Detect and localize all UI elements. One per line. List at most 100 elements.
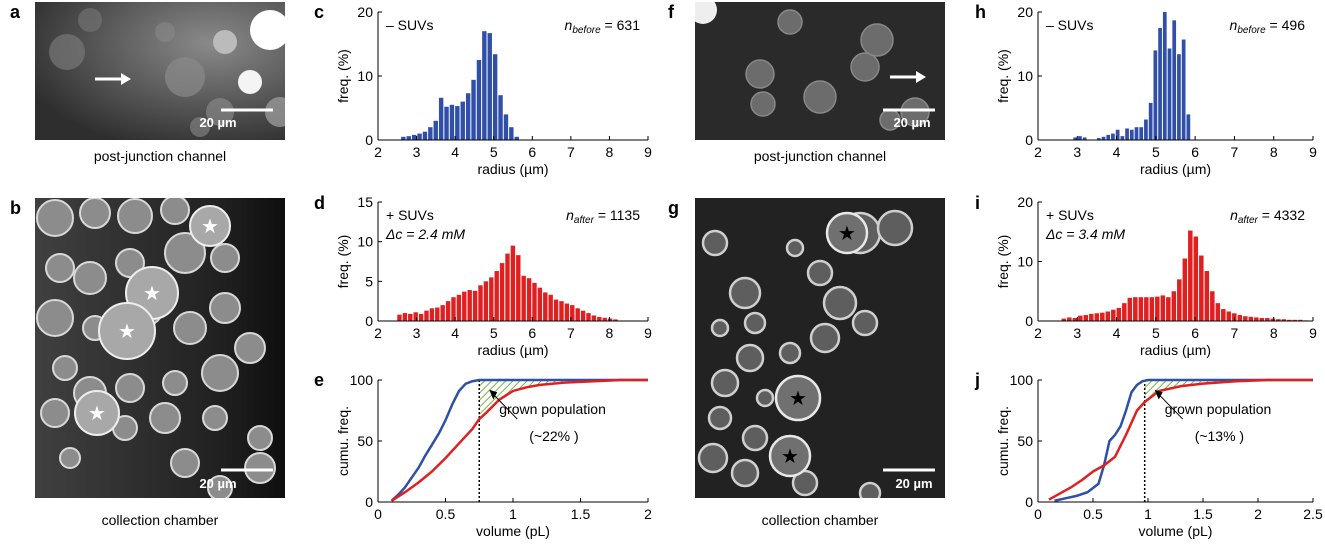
chart-d: 2 3 4 5 6 7 8 9 0 5 10 15 radius (µm) freq. (%) + SUVs…	[335, 194, 652, 358]
bar-d-40	[613, 319, 618, 321]
bar-i-3	[1078, 315, 1083, 321]
bar-i-0	[1061, 318, 1067, 321]
caption-f: post-junction channel	[753, 148, 887, 164]
annot-left-d: + SUVs	[386, 207, 434, 223]
chart-j: grown population (~13% ) 0 0.5 1 1.5 2 2.5 0 50 10…	[995, 372, 1323, 539]
bar-d-35	[586, 313, 591, 321]
y-tick-label-e-2: 100	[350, 372, 374, 388]
micrograph-a	[35, 2, 285, 140]
series-line-j-0	[1054, 378, 1313, 503]
x-tick-label-c-6: 8	[606, 144, 614, 160]
micrograph-f	[695, 2, 945, 140]
sample-count-h: nbefore = 496	[1230, 17, 1306, 36]
x-tick-label-d-7: 9	[644, 325, 652, 341]
svg-text:★: ★	[88, 403, 106, 425]
bar-c-3	[417, 133, 422, 140]
bar-c-7	[438, 97, 444, 140]
x-tick-label-d-2: 4	[451, 325, 459, 341]
bar-h-12	[1139, 127, 1144, 140]
grown-region-e	[479, 380, 648, 420]
bar-i-9	[1111, 309, 1116, 321]
bar-h-11	[1134, 127, 1139, 140]
bar-c-18	[498, 95, 503, 140]
panel-label-i: i	[975, 193, 981, 213]
y-tick-label-i-0: 0	[1025, 313, 1033, 329]
bar-d-23	[521, 275, 526, 321]
bar-i-19	[1166, 297, 1171, 321]
x-tick-label-c-0: 2	[374, 144, 382, 160]
bar-h-3	[1096, 138, 1101, 140]
scale-bar-label-a: 20 µm	[199, 115, 237, 130]
bar-i-14	[1138, 297, 1144, 321]
bar-h-16	[1158, 28, 1162, 140]
annotation2-e: (~22% )	[529, 428, 578, 444]
bar-c-1	[406, 136, 411, 140]
bar-i-43	[1298, 319, 1303, 321]
x-tick-label-i-1: 3	[1073, 325, 1081, 341]
bar-i-40	[1281, 319, 1287, 321]
bar-d-22	[516, 255, 521, 321]
bar-c-19	[503, 114, 509, 140]
x-tick-label-j-5: 2.5	[1303, 506, 1323, 522]
bar-d-8	[440, 305, 445, 321]
bar-h-17	[1162, 12, 1167, 140]
bar-h-20	[1177, 54, 1181, 140]
bar-d-9	[445, 301, 451, 321]
y-tick-label-i-1: 10	[1017, 254, 1033, 270]
x-tick-label-h-7: 9	[1309, 144, 1317, 160]
y-axis-label-d: freq. (%)	[335, 235, 351, 289]
bar-i-38	[1270, 318, 1276, 321]
y-tick-label-e-1: 50	[357, 433, 373, 449]
bar-i-34	[1248, 316, 1254, 321]
annot-left2-i: Δc = 3.4 mM	[1045, 226, 1125, 242]
bar-c-14	[476, 60, 482, 140]
x-tick-label-h-2: 4	[1113, 144, 1121, 160]
bar-c-4	[422, 131, 428, 140]
bar-d-14	[472, 290, 478, 321]
bar-d-38	[602, 317, 607, 321]
bar-i-26	[1204, 271, 1210, 321]
annotation-j: grown population	[1165, 401, 1272, 417]
x-axis-label-c: radius (µm)	[477, 161, 548, 177]
chart-c: 2 3 4 5 6 7 8 9 0 10 20 radius (µm) freq. (%) – SUVs n…	[335, 4, 652, 177]
bar-i-5	[1089, 313, 1094, 321]
bar-d-32	[570, 305, 575, 321]
x-tick-label-c-7: 9	[644, 144, 652, 160]
x-axis-label-h: radius (µm)	[1140, 161, 1211, 177]
y-tick-label-i-2: 20	[1017, 194, 1033, 210]
x-axis-label-j: volume (pL)	[1139, 523, 1213, 539]
bar-h-6	[1111, 133, 1115, 140]
bar-d-16	[483, 281, 489, 321]
svg-text:★: ★	[118, 321, 136, 343]
bar-c-13	[471, 79, 476, 140]
bar-i-12	[1127, 297, 1133, 321]
scale-bar-label-b: 20 µm	[199, 476, 237, 491]
x-tick-label-d-4: 6	[528, 325, 536, 341]
bar-i-1	[1067, 317, 1072, 321]
chart-h: 2 3 4 5 6 7 8 9 0 10 20 radius (µm) freq. (%) – SUVs n…	[995, 4, 1317, 177]
bar-d-0	[397, 314, 402, 321]
bar-i-23	[1188, 230, 1193, 321]
bar-d-7	[435, 307, 440, 321]
bar-h-7	[1115, 129, 1120, 140]
bar-d-29	[553, 299, 559, 321]
sample-count-d: nafter = 1135	[566, 207, 640, 226]
x-axis-label-e: volume (pL)	[476, 523, 550, 539]
scale-bar-label-f: 20 µm	[893, 115, 931, 130]
caption-g: collection chamber	[761, 512, 879, 528]
micrograph-g: ★ ★ ★	[695, 198, 945, 498]
caption-a: post-junction channel	[93, 148, 227, 164]
x-tick-label-d-0: 2	[374, 325, 382, 341]
bar-i-39	[1276, 319, 1281, 321]
series-line-e-1	[390, 378, 648, 502]
bar-i-32	[1237, 315, 1243, 321]
bar-i-42	[1292, 319, 1298, 321]
x-tick-label-i-4: 6	[1191, 325, 1199, 341]
bar-d-17	[489, 277, 494, 321]
y-tick-label-d-0: 0	[365, 313, 373, 329]
bar-d-21	[510, 245, 516, 321]
bar-d-27	[543, 292, 548, 321]
bar-d-25	[532, 282, 537, 321]
bar-i-13	[1133, 297, 1138, 321]
